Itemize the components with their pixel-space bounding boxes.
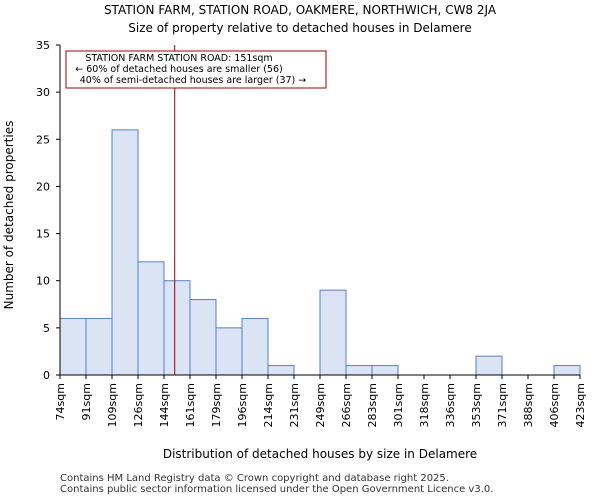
y-ticks-group: 0 5 10 15 20 25 30 35 bbox=[36, 39, 60, 382]
y-tick-label: 30 bbox=[36, 86, 50, 99]
y-tick-label: 0 bbox=[43, 369, 50, 382]
x-tick-label: 283sqm bbox=[366, 383, 379, 427]
y-tick-label: 15 bbox=[36, 228, 50, 241]
x-axis-label: Distribution of detached houses by size … bbox=[163, 447, 477, 461]
x-tick-label: 353sqm bbox=[470, 383, 483, 427]
x-tick-label: 301sqm bbox=[392, 383, 405, 427]
x-tick-label: 266sqm bbox=[340, 383, 353, 427]
y-axis-label: Number of detached properties bbox=[2, 121, 16, 310]
x-tick-label: 388sqm bbox=[522, 383, 535, 427]
x-tick-label: 179sqm bbox=[210, 383, 223, 427]
bar-91sqm bbox=[85, 317, 113, 376]
footer-copyright: Contains HM Land Registry data © Crown c… bbox=[60, 473, 449, 484]
y-tick-label: 35 bbox=[36, 39, 50, 52]
bar-74sqm bbox=[59, 317, 87, 376]
annotation-line-1: STATION FARM STATION ROAD: 151sqm bbox=[85, 53, 272, 64]
x-tick-label: 231sqm bbox=[288, 383, 301, 427]
x-tick-label: 144sqm bbox=[158, 383, 171, 427]
y-tick-label: 20 bbox=[36, 180, 50, 193]
bar-214sqm bbox=[267, 365, 295, 376]
x-tick-label: 74sqm bbox=[54, 383, 67, 420]
bar-196sqm bbox=[241, 317, 269, 376]
annotation-line-3: 40% of semi-detached houses are larger (… bbox=[80, 75, 307, 86]
annotation-line-2: ← 60% of detached houses are smaller (56… bbox=[75, 64, 282, 75]
bar-266sqm bbox=[345, 365, 373, 376]
bar-109sqm bbox=[111, 129, 139, 376]
x-tick-label: 406sqm bbox=[548, 383, 561, 427]
x-tick-label: 318sqm bbox=[418, 383, 431, 427]
x-tick-label: 336sqm bbox=[444, 383, 457, 427]
bar-283sqm bbox=[371, 365, 399, 376]
bars-group bbox=[59, 129, 581, 376]
x-tick-label: 109sqm bbox=[106, 383, 119, 427]
bar-406sqm bbox=[553, 365, 581, 376]
bar-249sqm bbox=[319, 289, 347, 376]
annotation-box: STATION FARM STATION ROAD: 151sqm ← 60% … bbox=[65, 50, 327, 89]
x-ticks-group: 74sqm 91sqm 109sqm 126sqm 144sqm 161sqm 179sqm… bbox=[54, 375, 587, 427]
bar-179sqm bbox=[215, 327, 243, 376]
x-tick-label: 161sqm bbox=[184, 383, 197, 427]
chart-title: STATION FARM, STATION ROAD, OAKMERE, NOR… bbox=[104, 3, 497, 17]
chart-subtitle: Size of property relative to detached ho… bbox=[128, 21, 471, 35]
footer-licence: Contains public sector information licen… bbox=[60, 484, 494, 495]
x-tick-label: 196sqm bbox=[236, 383, 249, 427]
x-tick-label: 371sqm bbox=[496, 383, 509, 427]
x-tick-label: 91sqm bbox=[80, 383, 93, 420]
y-tick-label: 5 bbox=[43, 322, 50, 335]
bar-126sqm bbox=[137, 261, 165, 376]
bar-353sqm bbox=[475, 355, 503, 376]
bar-144sqm bbox=[163, 280, 191, 376]
x-tick-label: 126sqm bbox=[132, 383, 145, 427]
bar-161sqm bbox=[189, 299, 217, 376]
x-tick-label: 214sqm bbox=[262, 383, 275, 427]
x-tick-label: 423sqm bbox=[574, 383, 587, 427]
y-tick-label: 25 bbox=[36, 133, 50, 146]
x-tick-label: 249sqm bbox=[314, 383, 327, 427]
y-tick-label: 10 bbox=[36, 275, 50, 288]
